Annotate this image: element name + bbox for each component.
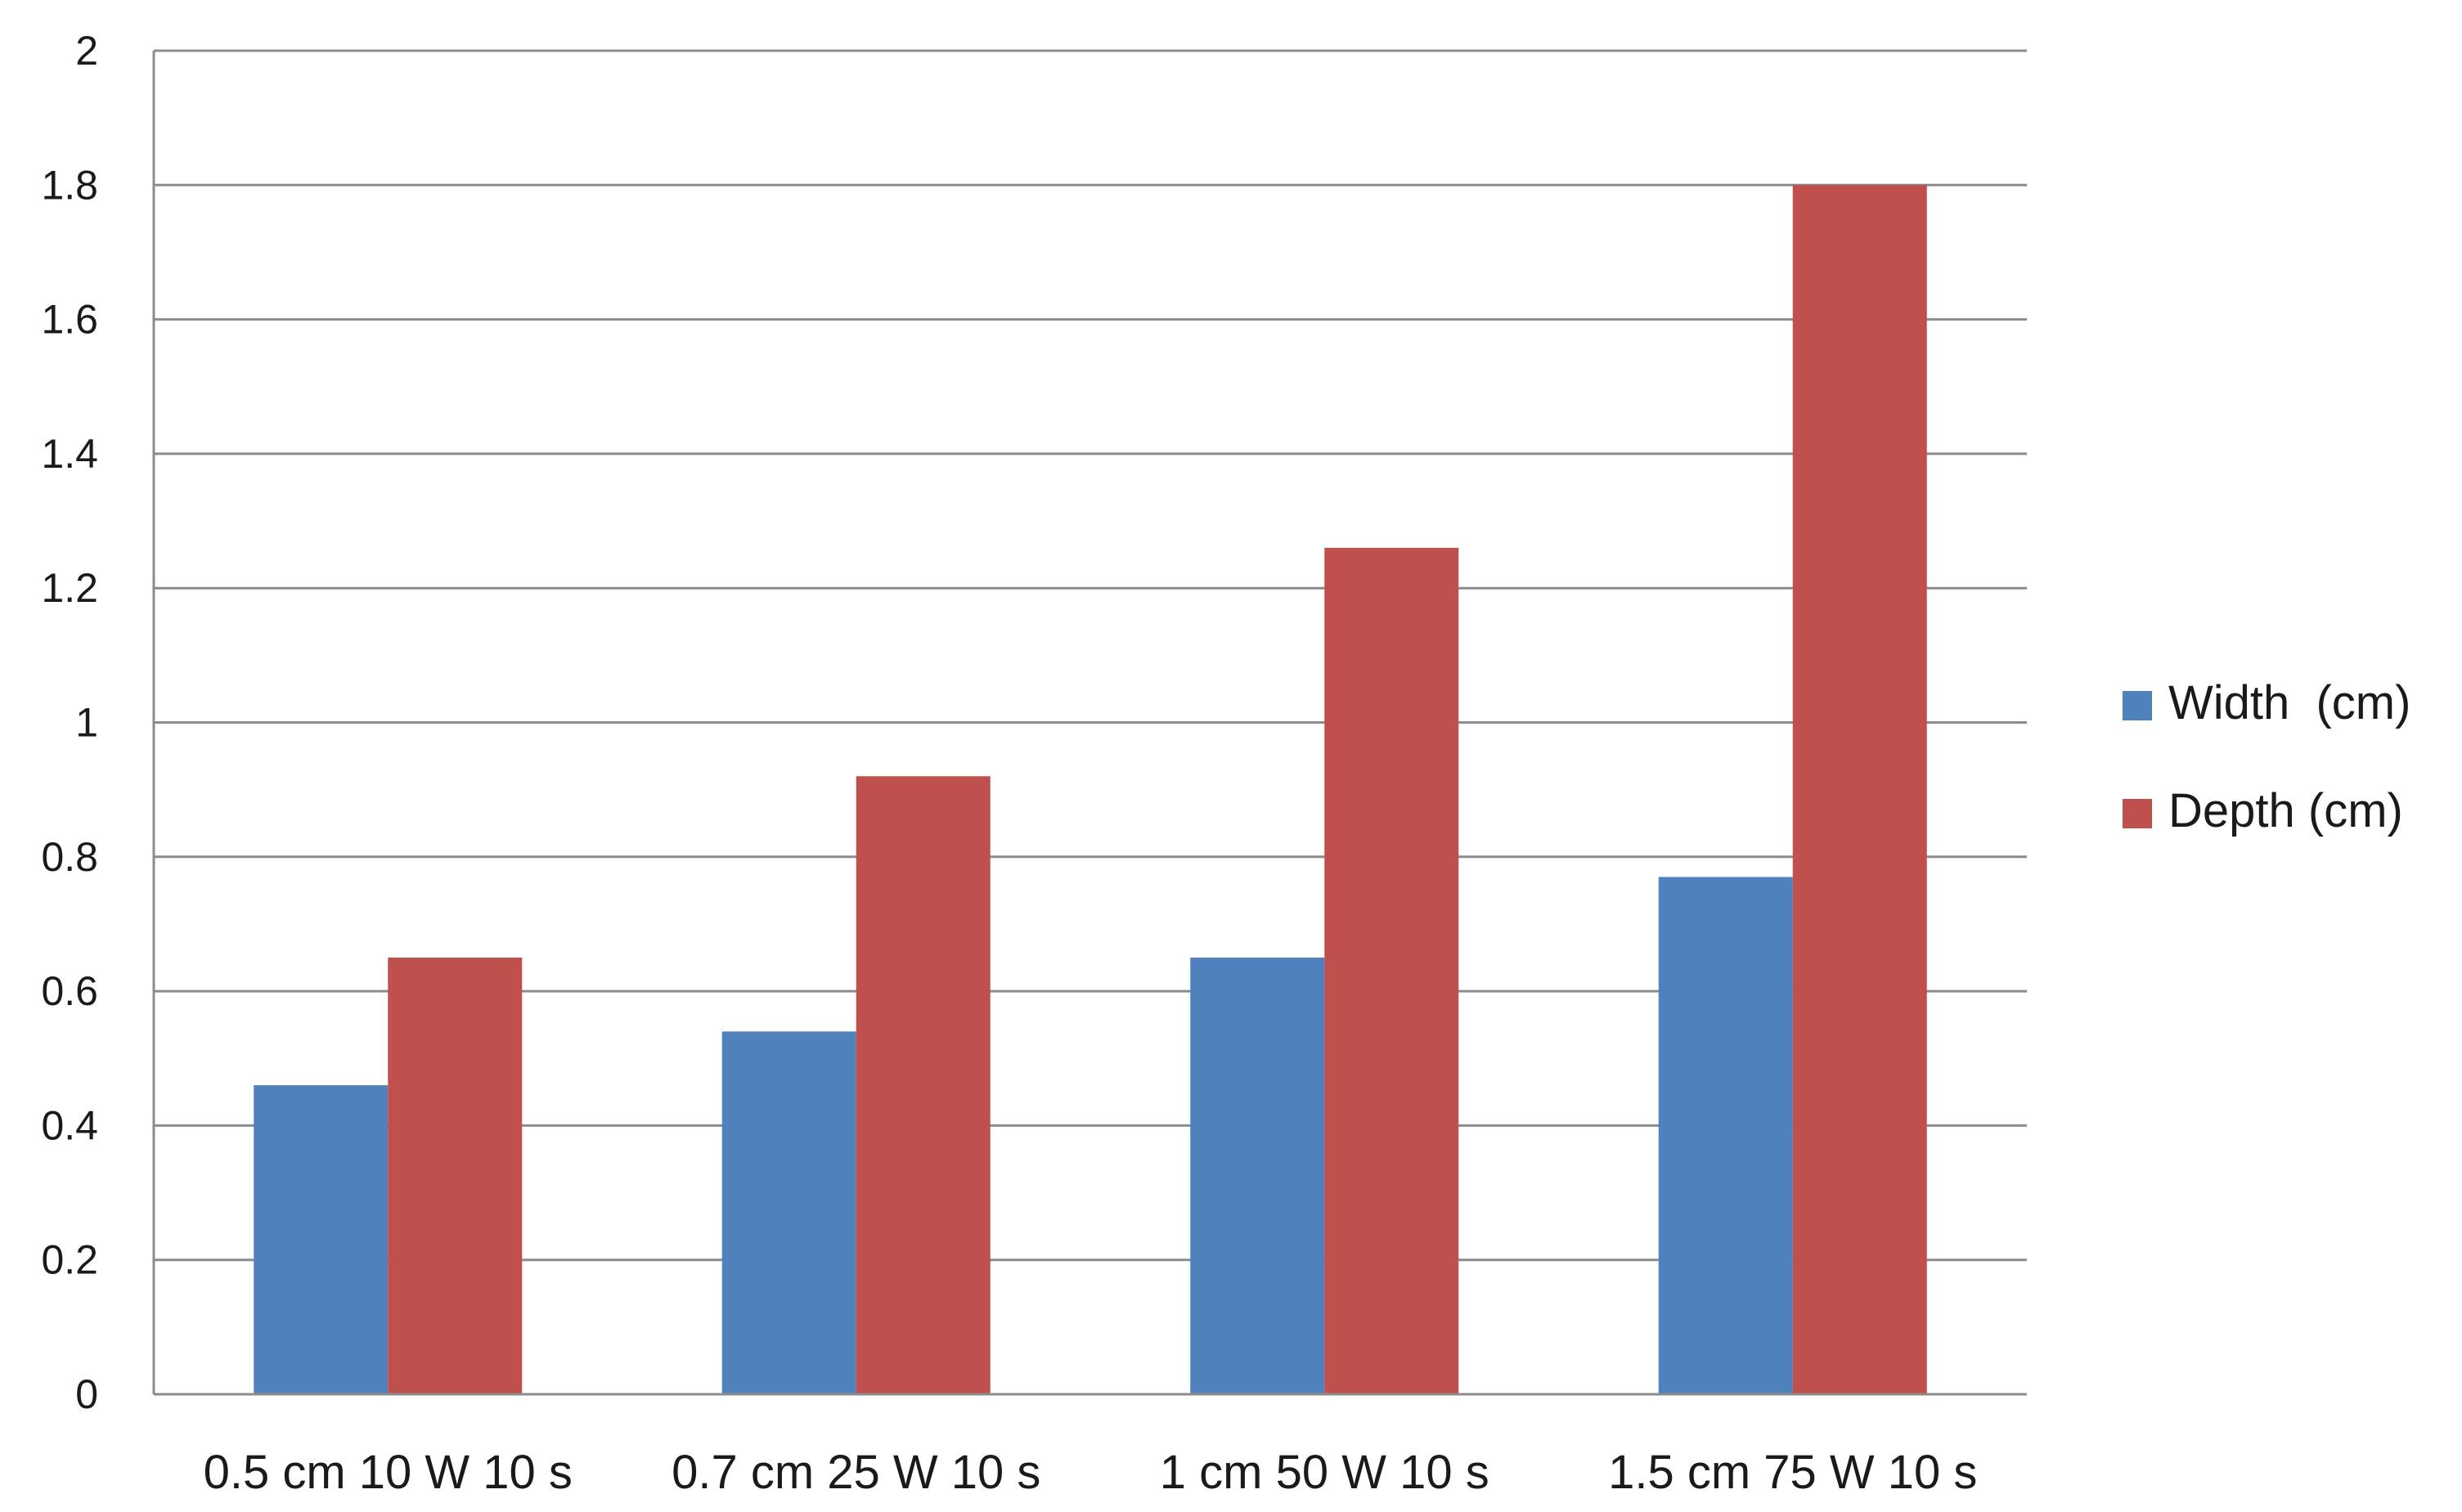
y-tick-label: 0.4: [41, 1102, 98, 1148]
y-tick-label: 1.2: [41, 565, 98, 611]
bar-width: [721, 1031, 856, 1394]
x-category-label: 1.5 cm 75 W 10 s: [1608, 1446, 1977, 1499]
bars: [254, 185, 1927, 1395]
x-category-label: 0.5 cm 10 W 10 s: [204, 1446, 573, 1499]
y-tick-label: 0.2: [41, 1237, 98, 1283]
bar-width: [1190, 958, 1325, 1394]
legend-label: Width (cm): [2168, 676, 2410, 729]
y-tick-label: 0.8: [41, 834, 98, 880]
y-tick-label: 1.8: [41, 162, 98, 208]
x-category-label: 1 cm 50 W 10 s: [1160, 1446, 1489, 1499]
y-tick-label: 1.6: [41, 297, 98, 343]
legend: Width (cm) Depth (cm): [2123, 676, 2410, 837]
bar-depth: [1324, 547, 1459, 1395]
bar-depth: [1792, 185, 1927, 1394]
legend-swatch: [2123, 691, 2152, 720]
legend-swatch: [2123, 799, 2152, 828]
y-tick-label: 1: [75, 700, 98, 746]
bar-depth: [388, 958, 523, 1394]
legend-label: Depth (cm): [2168, 784, 2403, 837]
bar-width: [1658, 877, 1793, 1394]
bar-depth: [856, 776, 991, 1394]
x-category-labels: 0.5 cm 10 W 10 s 0.7 cm 25 W 10 s 1 cm 50 …: [204, 1446, 1978, 1499]
x-category-label: 0.7 cm 25 W 10 s: [672, 1446, 1040, 1499]
y-tick-label: 0: [75, 1371, 98, 1417]
y-tick-labels: 0 0.2 0.4 0.6 0.8 1 1.2 1.4 1.6 1.8 2: [41, 28, 98, 1417]
bar-width: [254, 1085, 389, 1394]
y-tick-label: 0.6: [41, 968, 98, 1014]
y-tick-label: 1.4: [41, 431, 98, 477]
y-tick-label: 2: [75, 28, 98, 74]
